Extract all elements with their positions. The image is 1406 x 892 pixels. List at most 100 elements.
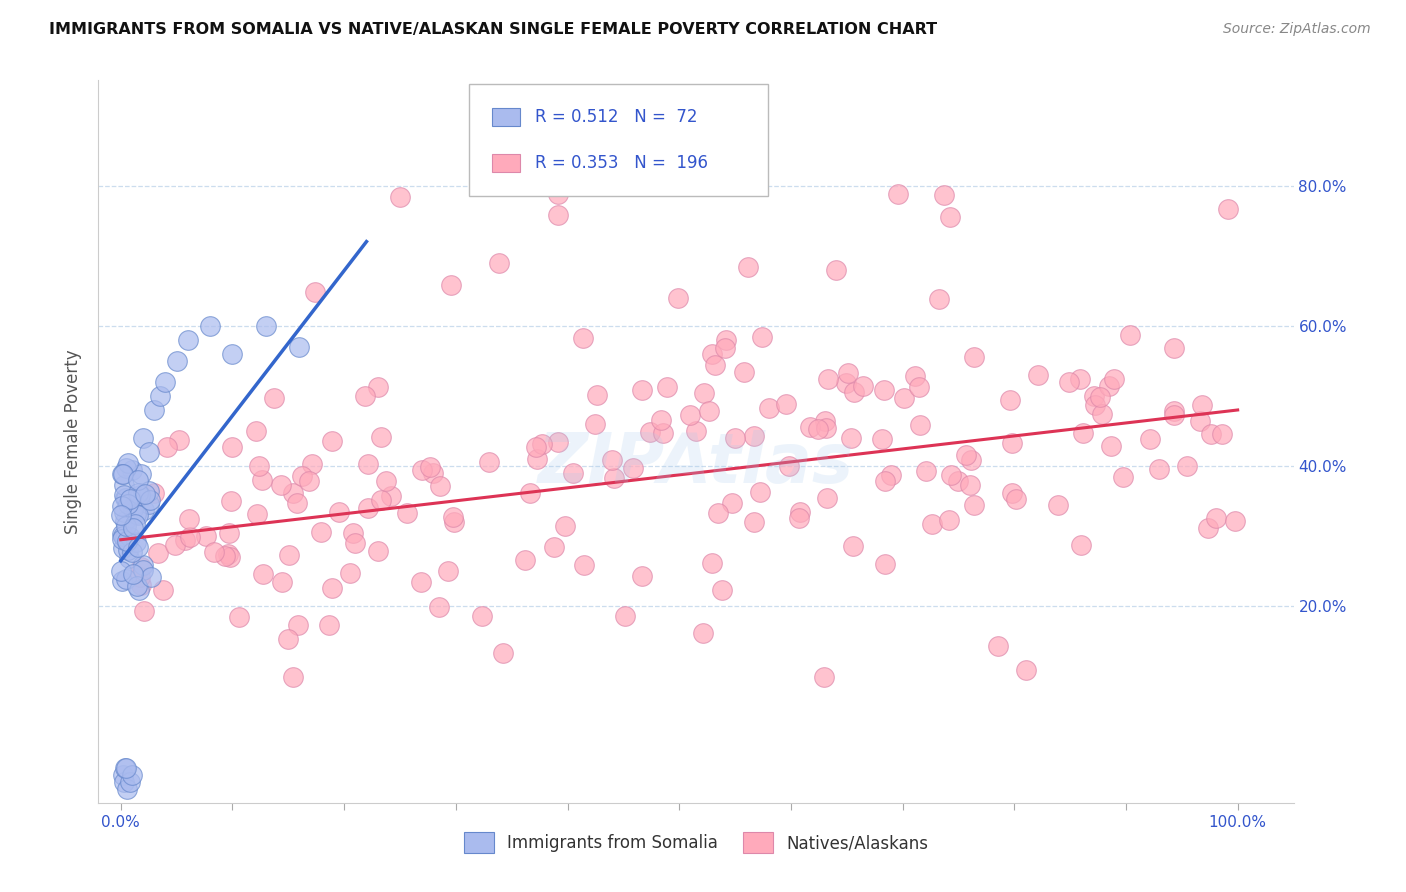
Point xyxy=(309,525,332,540)
Point xyxy=(132,604,155,618)
Point xyxy=(110,564,132,578)
Point xyxy=(1099,439,1122,453)
Point xyxy=(214,549,236,564)
Point xyxy=(195,529,218,543)
Point xyxy=(285,496,308,510)
Point xyxy=(707,506,730,520)
Point xyxy=(112,467,135,481)
Point xyxy=(778,458,800,473)
Point xyxy=(117,497,139,511)
Point xyxy=(1001,485,1024,500)
Point xyxy=(531,436,554,450)
Point xyxy=(1199,426,1222,441)
Point xyxy=(328,505,350,519)
Point xyxy=(134,487,156,501)
Point xyxy=(395,506,418,520)
Point xyxy=(813,669,835,683)
Point xyxy=(121,462,143,476)
Point xyxy=(117,781,139,796)
Point xyxy=(357,501,380,516)
Point xyxy=(321,434,343,449)
Point xyxy=(114,491,136,506)
Point xyxy=(519,485,541,500)
Point xyxy=(547,187,569,202)
Point xyxy=(666,291,689,305)
Point xyxy=(939,467,962,482)
Point xyxy=(873,474,896,488)
Point xyxy=(441,509,464,524)
Point xyxy=(128,583,150,598)
Point xyxy=(134,503,156,517)
Point xyxy=(613,609,636,624)
Point xyxy=(436,564,458,578)
Point xyxy=(132,431,155,445)
Point xyxy=(1083,389,1105,403)
Point xyxy=(218,550,240,565)
Text: Source: ZipAtlas.com: Source: ZipAtlas.com xyxy=(1223,22,1371,37)
Point xyxy=(219,494,242,508)
Point xyxy=(114,531,136,545)
Point xyxy=(1191,398,1213,412)
Point xyxy=(703,358,725,372)
Point xyxy=(987,640,1010,654)
Point xyxy=(389,190,412,204)
Point xyxy=(960,453,983,467)
Point xyxy=(252,473,274,487)
Point xyxy=(1070,538,1092,552)
Point xyxy=(114,514,136,528)
Point xyxy=(127,540,149,554)
Point xyxy=(1083,398,1105,412)
Point xyxy=(955,448,977,462)
Point xyxy=(1223,514,1246,528)
Point xyxy=(815,491,838,506)
Point xyxy=(114,761,136,775)
Point xyxy=(1001,436,1024,450)
FancyBboxPatch shape xyxy=(492,108,520,126)
Point xyxy=(114,572,136,586)
Point xyxy=(959,477,981,491)
Point xyxy=(301,457,323,471)
Point xyxy=(419,460,441,475)
Point xyxy=(112,774,135,789)
Point xyxy=(110,508,132,522)
Legend: Immigrants from Somalia, Natives/Alaskans: Immigrants from Somalia, Natives/Alaskan… xyxy=(457,826,935,860)
Point xyxy=(127,473,149,487)
Point xyxy=(111,533,134,547)
Point xyxy=(585,388,607,402)
Point xyxy=(121,545,143,559)
Point xyxy=(799,420,821,434)
Point xyxy=(742,515,765,529)
Point xyxy=(138,492,160,507)
Point xyxy=(198,318,221,333)
Point xyxy=(585,417,607,431)
Point xyxy=(367,543,389,558)
Point xyxy=(129,467,152,482)
Point xyxy=(129,559,152,574)
Point xyxy=(714,333,737,347)
Text: ZIPAtlas: ZIPAtlas xyxy=(538,430,853,497)
Point xyxy=(139,570,162,584)
Point xyxy=(938,513,960,527)
Point xyxy=(939,211,962,225)
Point xyxy=(526,452,548,467)
Point xyxy=(111,574,134,588)
Point xyxy=(1139,433,1161,447)
Point xyxy=(1163,408,1185,422)
Point xyxy=(893,391,915,405)
Point xyxy=(143,403,166,417)
Point xyxy=(1147,462,1170,476)
Point xyxy=(217,547,239,561)
Point xyxy=(115,491,138,505)
Point xyxy=(875,558,897,572)
Point xyxy=(547,434,569,449)
Point xyxy=(112,529,135,543)
Point xyxy=(1069,372,1091,386)
Point xyxy=(149,389,172,403)
Point xyxy=(1205,510,1227,524)
Point xyxy=(370,430,392,444)
Point xyxy=(165,538,187,552)
Point xyxy=(699,404,721,418)
Point xyxy=(1047,498,1070,512)
Point xyxy=(602,452,624,467)
Point xyxy=(915,464,938,478)
